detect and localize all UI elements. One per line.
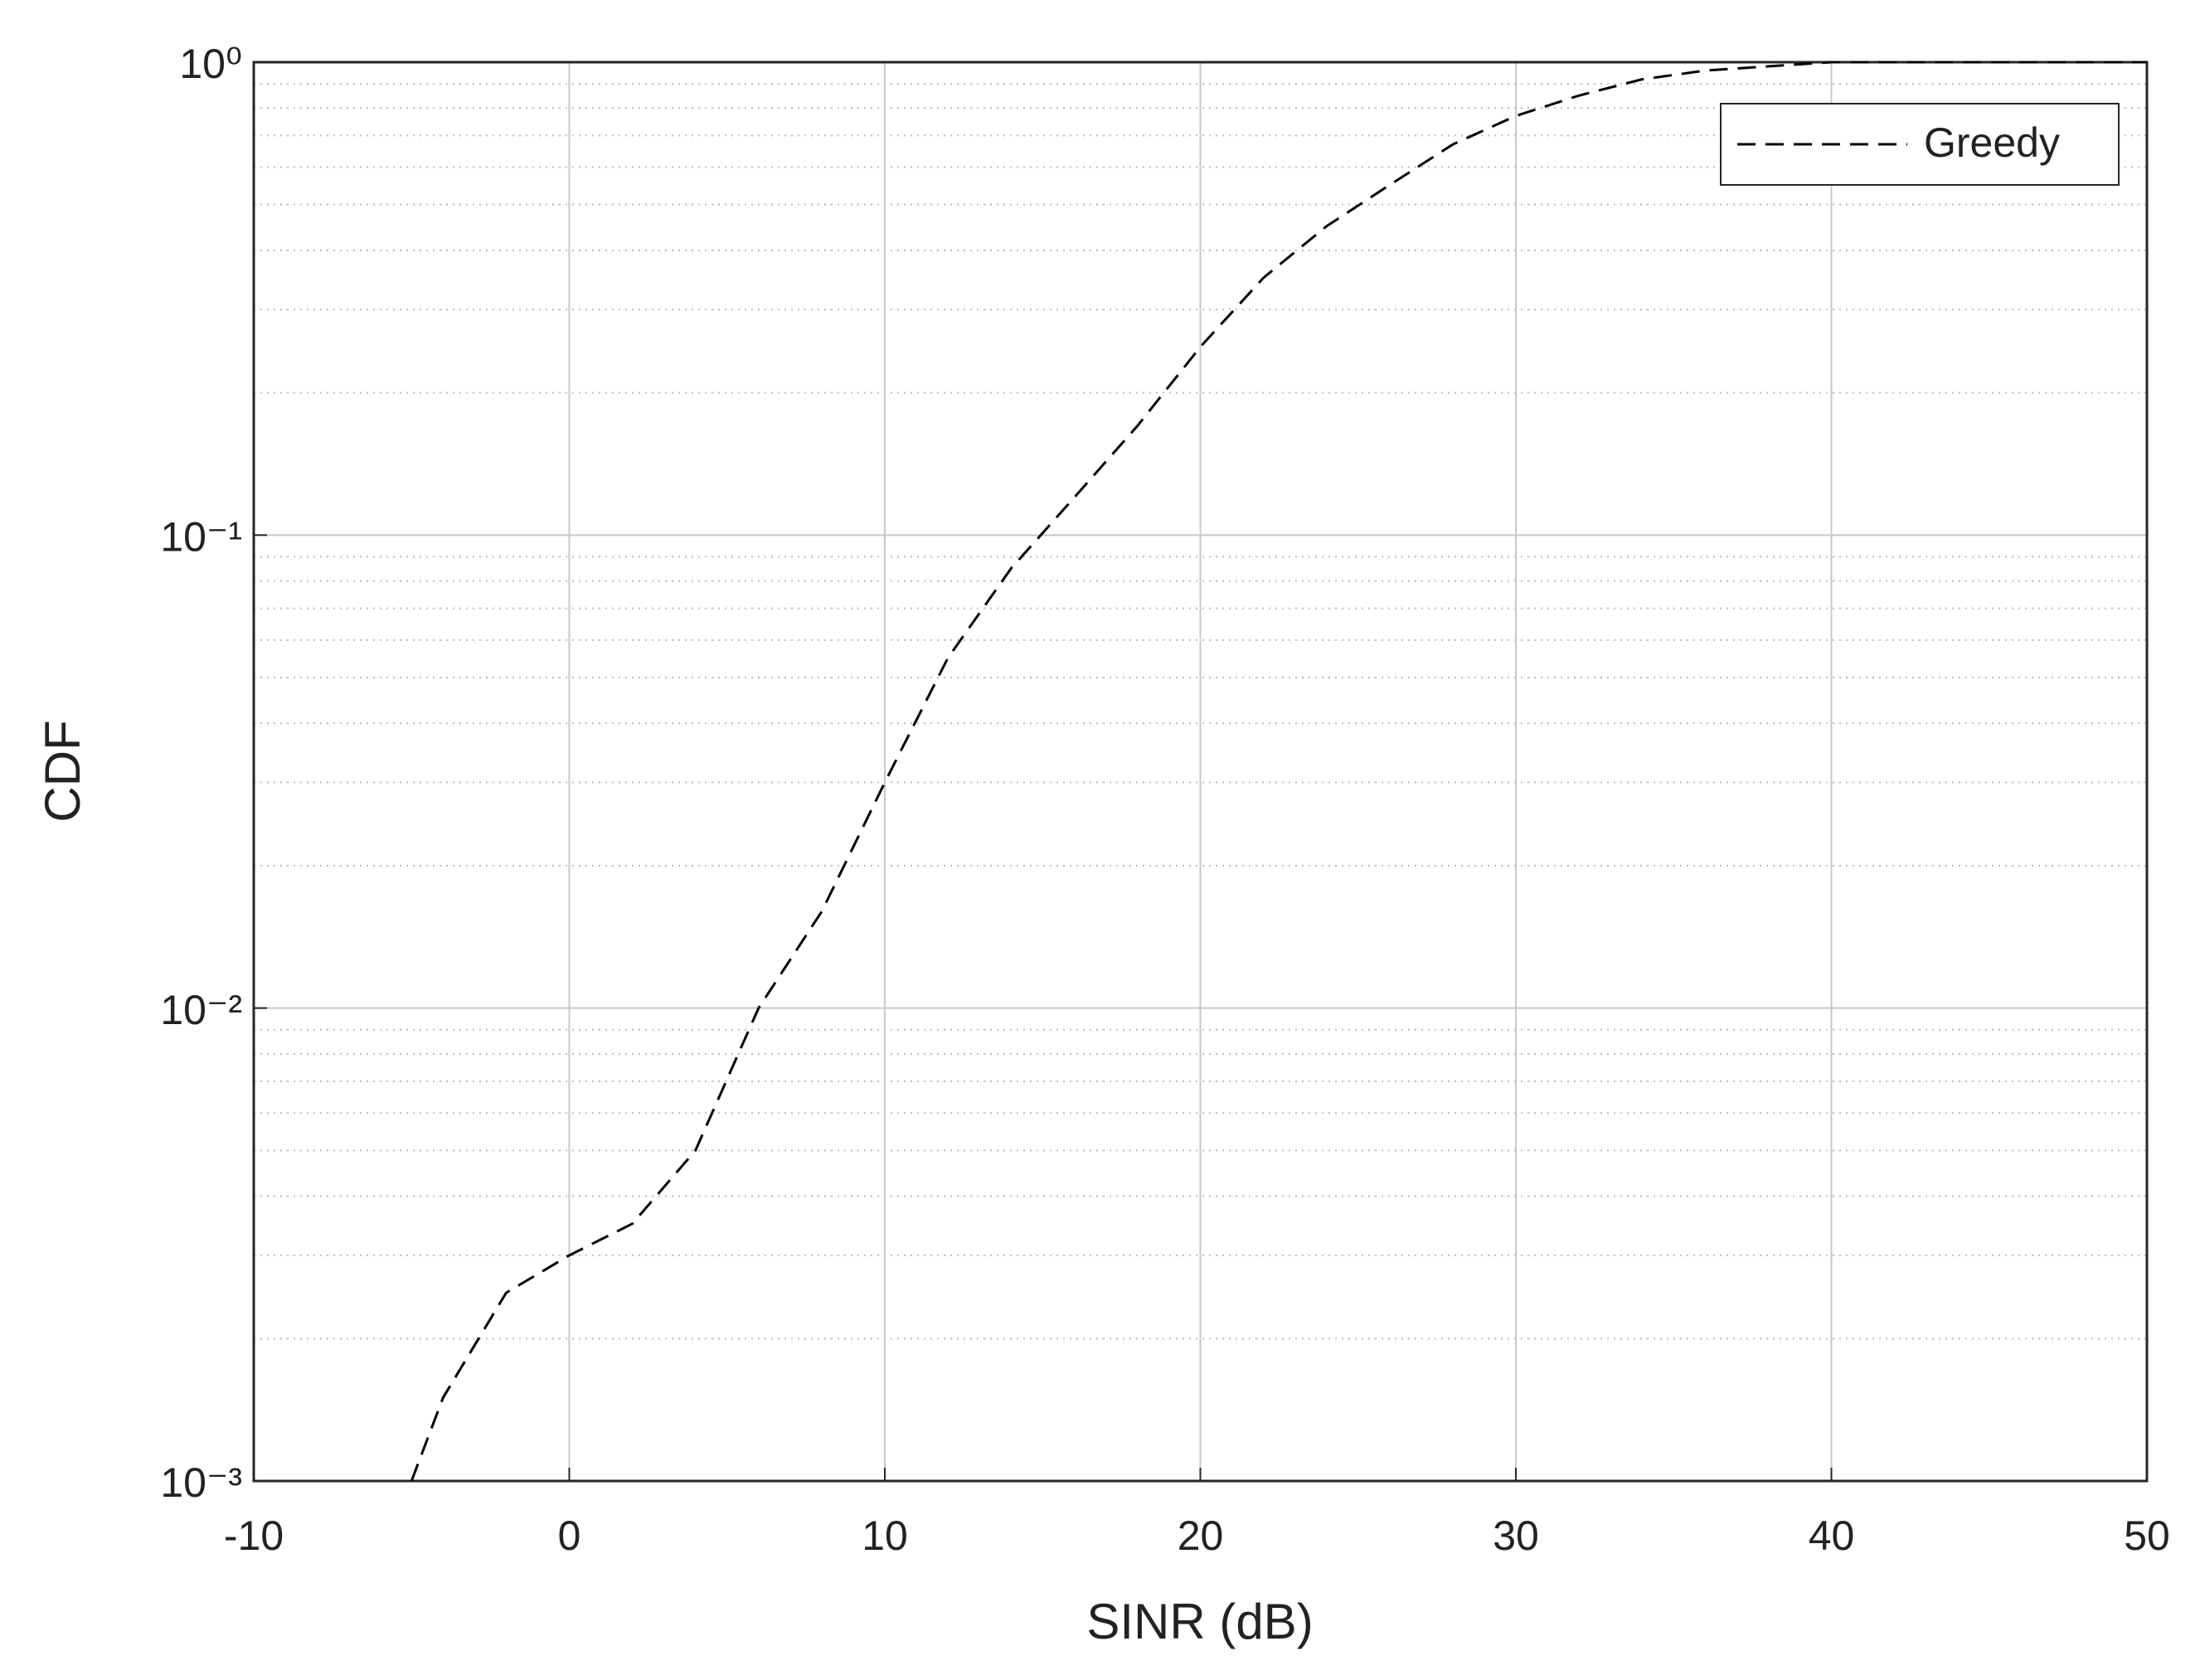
x-tick-label: 10 [862,1512,908,1559]
y-tick-label: 10⁻³ [160,1459,242,1506]
x-tick-label: 50 [2124,1512,2170,1559]
y-tick-label: 10⁻² [160,987,242,1033]
x-tick-label: 20 [1178,1512,1224,1559]
legend-box [1720,103,2120,186]
data-line [410,61,2147,1482]
legend-label: Greedy [1924,119,2060,166]
x-tick-label: 30 [1493,1512,1539,1559]
x-tick-label: -10 [224,1512,284,1559]
plot-frame [252,61,2149,1483]
y-tick-label: 10⁻¹ [160,514,242,561]
x-tick-label: 0 [558,1512,581,1559]
y-tick-label: 10⁰ [179,41,242,87]
x-axis-label: SINR (dB) [1086,1594,1313,1649]
x-tick-label: 40 [1809,1512,1855,1559]
y-axis-label: CDF [35,720,90,822]
